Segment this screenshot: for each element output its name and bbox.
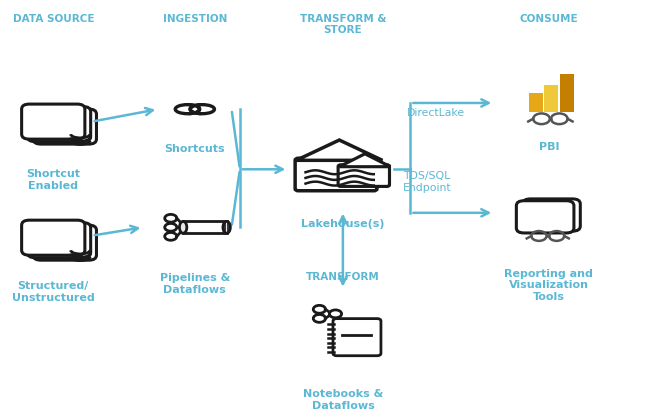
Text: TRANSFORM &
STORE: TRANSFORM & STORE bbox=[300, 14, 386, 36]
Text: Structured/
Unstructured: Structured/ Unstructured bbox=[12, 281, 95, 303]
Text: CONSUME: CONSUME bbox=[519, 14, 578, 24]
FancyBboxPatch shape bbox=[333, 319, 381, 356]
Bar bbox=[560, 74, 573, 112]
Polygon shape bbox=[339, 154, 391, 167]
FancyBboxPatch shape bbox=[33, 109, 96, 144]
Text: INGESTION: INGESTION bbox=[162, 14, 227, 24]
Text: Notebooks &
Dataflows: Notebooks & Dataflows bbox=[303, 389, 383, 410]
Text: PBI: PBI bbox=[539, 143, 559, 152]
Bar bbox=[194, 104, 196, 114]
Polygon shape bbox=[296, 140, 382, 161]
FancyBboxPatch shape bbox=[21, 104, 85, 139]
FancyBboxPatch shape bbox=[523, 199, 580, 231]
FancyBboxPatch shape bbox=[33, 225, 96, 260]
Text: TDS/SQL
Endpoint: TDS/SQL Endpoint bbox=[403, 171, 451, 193]
Ellipse shape bbox=[223, 222, 230, 233]
FancyBboxPatch shape bbox=[27, 223, 90, 257]
Bar bbox=[183, 222, 227, 233]
FancyBboxPatch shape bbox=[27, 107, 90, 142]
Bar bbox=[544, 85, 558, 112]
Ellipse shape bbox=[179, 222, 187, 233]
Text: Lakehouse(s): Lakehouse(s) bbox=[301, 219, 385, 229]
Text: DirectLake: DirectLake bbox=[408, 108, 465, 118]
FancyBboxPatch shape bbox=[295, 158, 377, 191]
FancyBboxPatch shape bbox=[338, 165, 389, 186]
Text: Shortcuts: Shortcuts bbox=[164, 144, 225, 154]
Text: TRANSFORM: TRANSFORM bbox=[306, 272, 380, 282]
Text: Pipelines &
Dataflows: Pipelines & Dataflows bbox=[160, 273, 230, 295]
FancyBboxPatch shape bbox=[21, 220, 85, 255]
Bar bbox=[528, 93, 543, 112]
FancyBboxPatch shape bbox=[516, 201, 574, 233]
Text: DATA SOURCE: DATA SOURCE bbox=[12, 14, 94, 24]
Text: Reporting and
Visualization
Tools: Reporting and Visualization Tools bbox=[504, 269, 593, 302]
Text: Shortcut
Enabled: Shortcut Enabled bbox=[26, 169, 80, 191]
